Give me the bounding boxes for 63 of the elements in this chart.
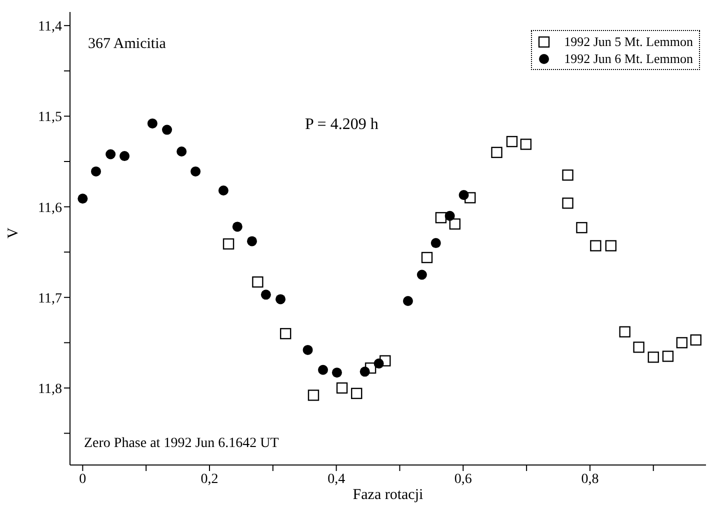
point	[633, 342, 644, 353]
point	[222, 238, 234, 250]
point	[147, 118, 158, 128]
point	[218, 185, 228, 196]
point	[562, 198, 574, 209]
point	[246, 236, 257, 246]
point	[374, 358, 384, 369]
x-tick-label: 0,2	[200, 472, 218, 487]
annotation: 367 Amicitia	[88, 36, 166, 53]
point	[318, 364, 328, 375]
point	[280, 328, 292, 340]
point	[449, 218, 460, 230]
point	[690, 334, 702, 346]
point	[416, 270, 427, 280]
y-tick-label: 11,7	[38, 291, 62, 306]
point	[520, 138, 532, 150]
point	[308, 390, 320, 401]
point	[260, 290, 271, 300]
point	[360, 366, 370, 377]
y-tick-label: 11,8	[38, 382, 62, 397]
point	[676, 337, 688, 348]
point	[232, 222, 242, 232]
point	[605, 240, 616, 252]
point	[162, 124, 172, 135]
y-axis-title: V	[5, 228, 22, 238]
x-tick-label: 0,6	[454, 472, 472, 487]
point	[78, 194, 88, 204]
point	[562, 169, 574, 181]
point	[276, 294, 286, 304]
point	[91, 166, 101, 176]
annotation: P = 4.209 h	[305, 116, 378, 134]
point	[506, 136, 518, 148]
y-tick-label: 11,6	[38, 200, 62, 216]
point	[430, 238, 441, 248]
point	[435, 212, 447, 224]
legend-label: 1992 Jun 6 Mt. Lemmon	[564, 50, 693, 67]
point	[252, 276, 264, 288]
point	[458, 190, 469, 200]
point	[576, 222, 588, 234]
legend-label: 1992 Jun 5 Mt. Lemmon	[564, 33, 693, 50]
point	[336, 382, 348, 394]
point	[106, 149, 116, 160]
point	[491, 146, 502, 158]
point	[662, 350, 674, 362]
y-tick-label: 11,5	[38, 110, 62, 126]
point	[120, 151, 130, 162]
point	[302, 344, 313, 355]
annotation: Zero Phase at 1992 Jun 6.1642 UT	[84, 436, 279, 452]
point	[648, 352, 659, 363]
point	[402, 296, 413, 306]
point	[190, 166, 201, 176]
point	[332, 368, 342, 378]
point	[444, 210, 455, 221]
y-tick-label: 11,4	[38, 20, 62, 35]
point	[351, 388, 362, 400]
x-axis-title: Faza rotacji	[352, 487, 424, 503]
point	[176, 146, 187, 157]
x-tick-label: 0,4	[328, 472, 346, 487]
x-tick-label: 0,8	[581, 472, 599, 487]
point	[619, 326, 630, 338]
x-tick-label: 0	[79, 472, 86, 487]
point	[421, 252, 433, 264]
point	[590, 240, 602, 252]
